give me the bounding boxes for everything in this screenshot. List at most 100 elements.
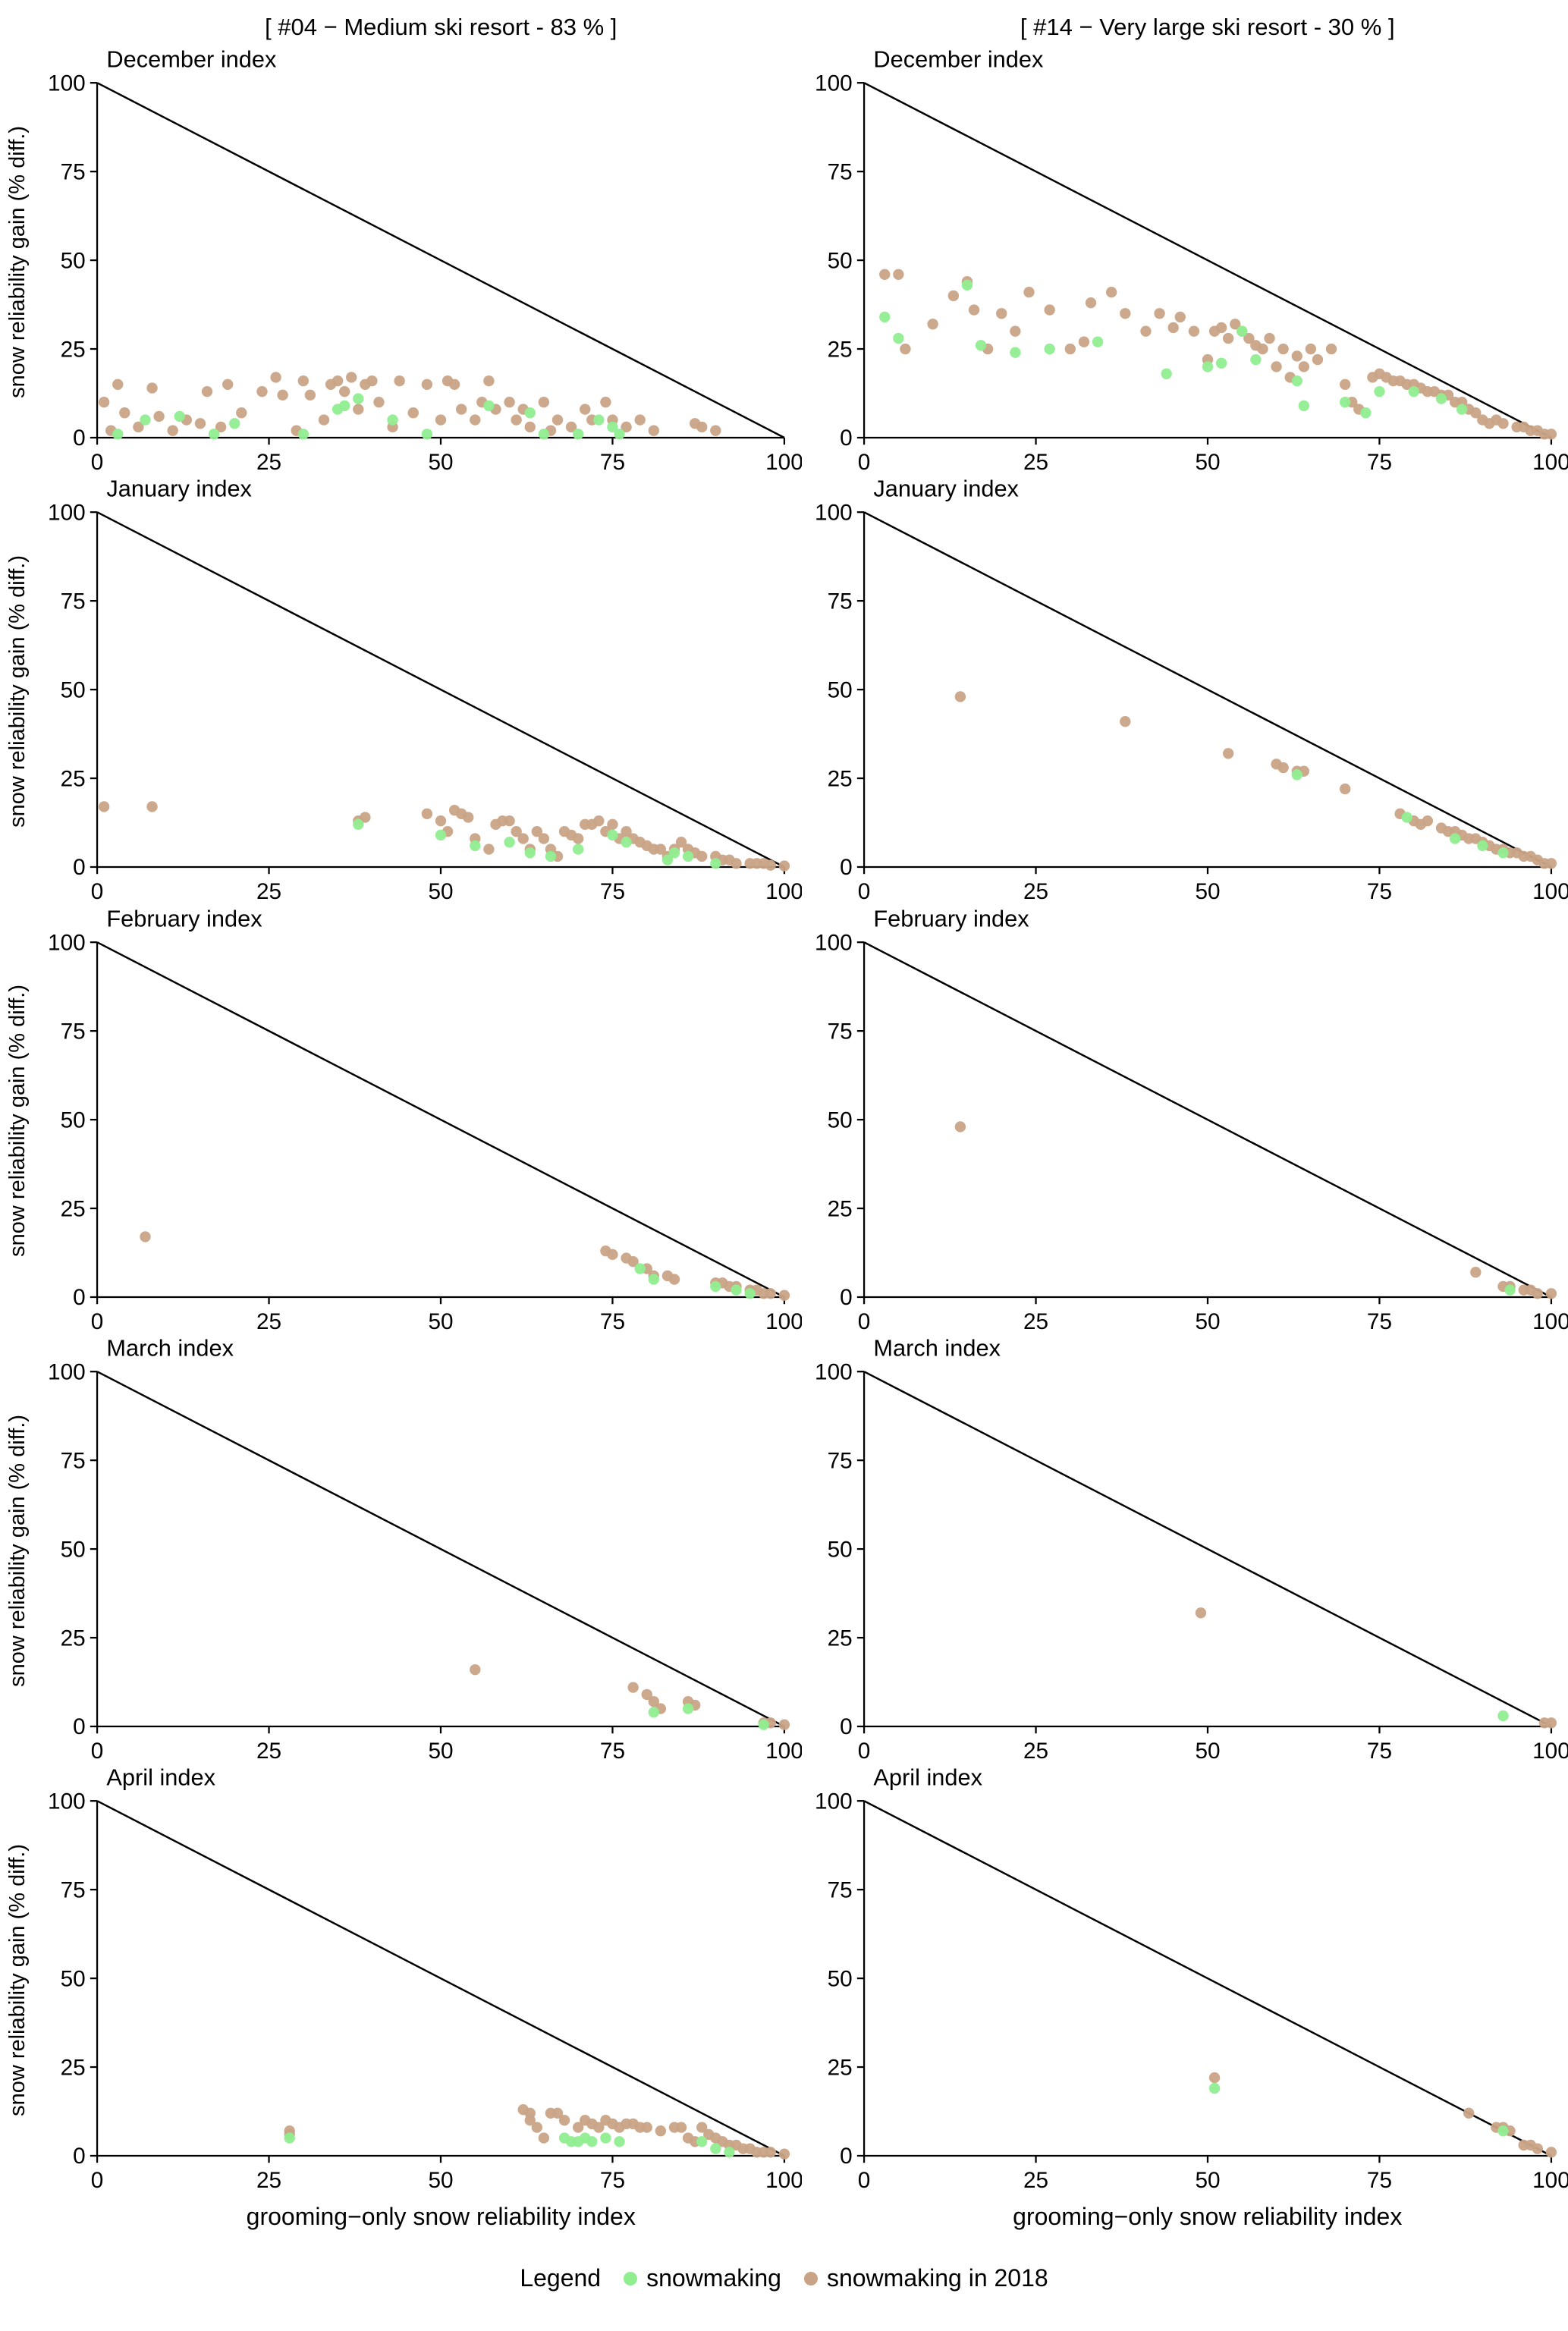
svg-text:February index: February index (873, 906, 1029, 932)
svg-text:25: 25 (61, 1196, 86, 1221)
svg-text:25: 25 (1023, 1739, 1048, 1764)
svg-text:75: 75 (827, 1019, 852, 1044)
svg-text:50: 50 (61, 1966, 86, 1991)
svg-text:50: 50 (61, 1107, 86, 1133)
svg-text:25: 25 (61, 337, 86, 362)
column-title-resort04: [ #04 − Medium ski resort - 83 % ] (265, 14, 617, 40)
svg-text:April index: April index (873, 1765, 982, 1791)
column-title-resort14: [ #14 − Very large ski resort - 30 % ] (1020, 14, 1395, 40)
panel-february-resort14: February index 0 0 25 25 50 50 75 75 100 100 (802, 906, 1568, 1336)
svg-text:0: 0 (91, 879, 104, 904)
svg-text:75: 75 (827, 589, 852, 614)
svg-text:25: 25 (61, 2055, 86, 2080)
svg-text:100: 100 (815, 1359, 853, 1384)
svg-text:April index: April index (106, 1765, 215, 1791)
panel-april-resort04: April index 0 0 25 25 50 50 75 75 100 100 (35, 1765, 801, 2194)
svg-text:0: 0 (840, 1285, 853, 1310)
svg-text:50: 50 (61, 248, 86, 273)
svg-text:0: 0 (91, 1309, 104, 1334)
svg-text:January index: January index (106, 476, 252, 502)
svg-text:50: 50 (428, 1739, 453, 1764)
panel-january-resort04: January index 0 0 25 25 50 50 75 75 100 100 (35, 476, 801, 906)
row-december: snow reliability gain (% diff.) December… (0, 47, 1568, 476)
svg-text:100: 100 (48, 930, 86, 955)
svg-text:0: 0 (73, 1285, 86, 1310)
x-axis-label-right: grooming−only snow reliability index (1013, 2202, 1403, 2230)
y-axis-label: snow reliability gain (% diff.) (5, 554, 30, 828)
snowmaking-dot-icon (624, 2271, 638, 2285)
panel-january-resort14: January index 0 0 25 25 50 50 75 75 100 100 (802, 476, 1568, 906)
svg-text:75: 75 (61, 1448, 86, 1473)
svg-text:25: 25 (827, 1626, 852, 1651)
svg-text:75: 75 (600, 879, 625, 904)
svg-text:75: 75 (827, 159, 852, 184)
svg-text:100: 100 (765, 450, 801, 475)
svg-text:0: 0 (857, 1309, 870, 1334)
svg-text:50: 50 (61, 678, 86, 703)
svg-text:100: 100 (1532, 879, 1568, 904)
svg-text:100: 100 (1532, 450, 1568, 475)
svg-text:25: 25 (827, 1196, 852, 1221)
svg-text:75: 75 (827, 1448, 852, 1473)
svg-text:0: 0 (840, 856, 853, 881)
svg-text:50: 50 (1195, 2168, 1220, 2193)
legend-item-snowmaking: snowmaking (624, 2264, 781, 2292)
x-axis-label-left: grooming−only snow reliability index (246, 2202, 636, 2230)
legend: Legend snowmaking snowmaking in 2018 (0, 2264, 1568, 2292)
svg-text:50: 50 (1195, 1309, 1220, 1334)
svg-text:100: 100 (765, 879, 801, 904)
panel-december-resort14: December index 0 0 25 25 50 50 75 75 100 100 (802, 47, 1568, 476)
svg-text:75: 75 (1366, 2168, 1391, 2193)
y-axis-label: snow reliability gain (% diff.) (5, 985, 30, 1258)
snowmaking-2018-dot-icon (803, 2271, 818, 2285)
y-axis-label: snow reliability gain (% diff.) (5, 1843, 30, 2116)
svg-text:75: 75 (600, 2168, 625, 2193)
svg-text:75: 75 (1366, 879, 1391, 904)
svg-text:0: 0 (840, 1714, 853, 1739)
svg-text:100: 100 (815, 501, 853, 526)
svg-text:0: 0 (91, 450, 104, 475)
svg-text:50: 50 (1195, 1739, 1220, 1764)
svg-text:0: 0 (840, 426, 853, 451)
svg-text:25: 25 (256, 1309, 281, 1334)
y-axis-label: snow reliability gain (% diff.) (5, 1414, 30, 1687)
svg-text:25: 25 (256, 2168, 281, 2193)
svg-text:25: 25 (256, 879, 281, 904)
panel-march-resort04: March index 0 0 25 25 50 50 75 75 100 100 (35, 1336, 801, 1765)
row-january: snow reliability gain (% diff.) January … (0, 476, 1568, 906)
svg-text:100: 100 (815, 1789, 853, 1814)
svg-text:75: 75 (61, 1019, 86, 1044)
legend-item-snowmaking-2018: snowmaking in 2018 (803, 2264, 1048, 2292)
svg-text:75: 75 (61, 589, 86, 614)
svg-text:25: 25 (1023, 450, 1048, 475)
panel-february-resort04: February index 0 0 25 25 50 50 75 75 100 100 (35, 906, 801, 1336)
svg-text:75: 75 (827, 1878, 852, 1903)
svg-text:0: 0 (73, 2144, 86, 2169)
svg-text:50: 50 (428, 2168, 453, 2193)
svg-text:25: 25 (61, 1626, 86, 1651)
svg-text:50: 50 (428, 450, 453, 475)
svg-text:75: 75 (1366, 1739, 1391, 1764)
svg-text:25: 25 (256, 450, 281, 475)
svg-text:50: 50 (827, 1537, 852, 1562)
svg-text:25: 25 (827, 337, 852, 362)
svg-text:50: 50 (827, 1107, 852, 1133)
svg-text:0: 0 (840, 2144, 853, 2169)
row-april: snow reliability gain (% diff.) April in… (0, 1765, 1568, 2194)
panel-march-resort14: March index 0 0 25 25 50 50 75 75 100 100 (802, 1336, 1568, 1765)
svg-text:100: 100 (48, 1359, 86, 1384)
svg-text:100: 100 (1532, 1739, 1568, 1764)
svg-text:0: 0 (857, 1739, 870, 1764)
svg-text:0: 0 (857, 2168, 870, 2193)
svg-text:75: 75 (61, 159, 86, 184)
svg-text:50: 50 (827, 248, 852, 273)
svg-text:25: 25 (827, 2055, 852, 2080)
svg-text:0: 0 (857, 450, 870, 475)
svg-text:50: 50 (428, 1309, 453, 1334)
svg-text:100: 100 (48, 501, 86, 526)
svg-text:50: 50 (827, 1966, 852, 1991)
svg-text:25: 25 (1023, 2168, 1048, 2193)
svg-text:100: 100 (765, 1739, 801, 1764)
svg-text:75: 75 (600, 450, 625, 475)
svg-text:December index: December index (873, 47, 1044, 73)
